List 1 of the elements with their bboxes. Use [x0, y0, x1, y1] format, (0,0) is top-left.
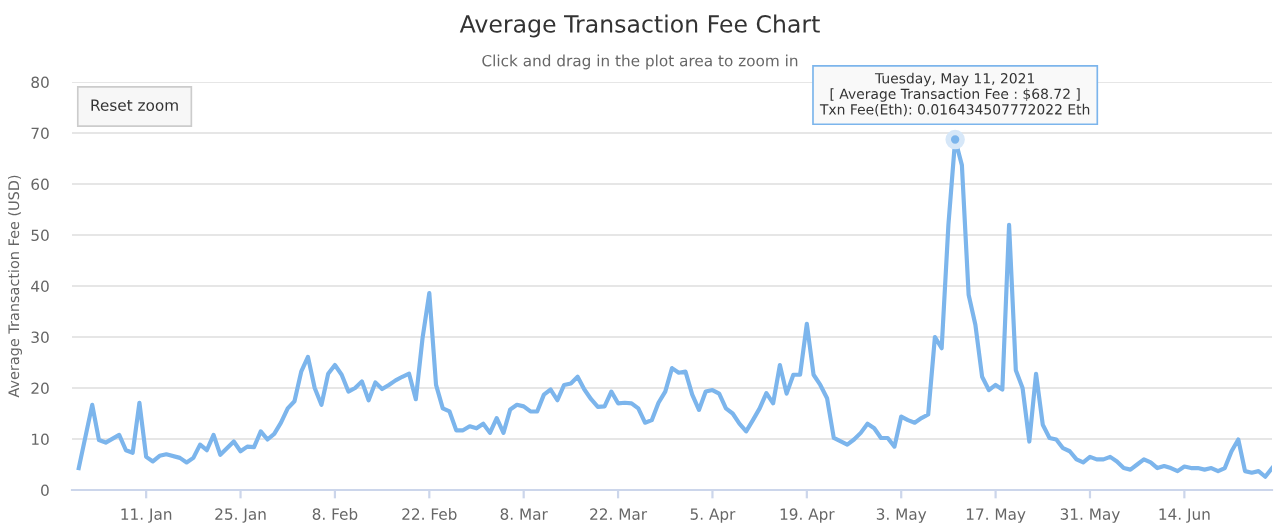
chart-title: Average Transaction Fee Chart — [459, 14, 820, 38]
